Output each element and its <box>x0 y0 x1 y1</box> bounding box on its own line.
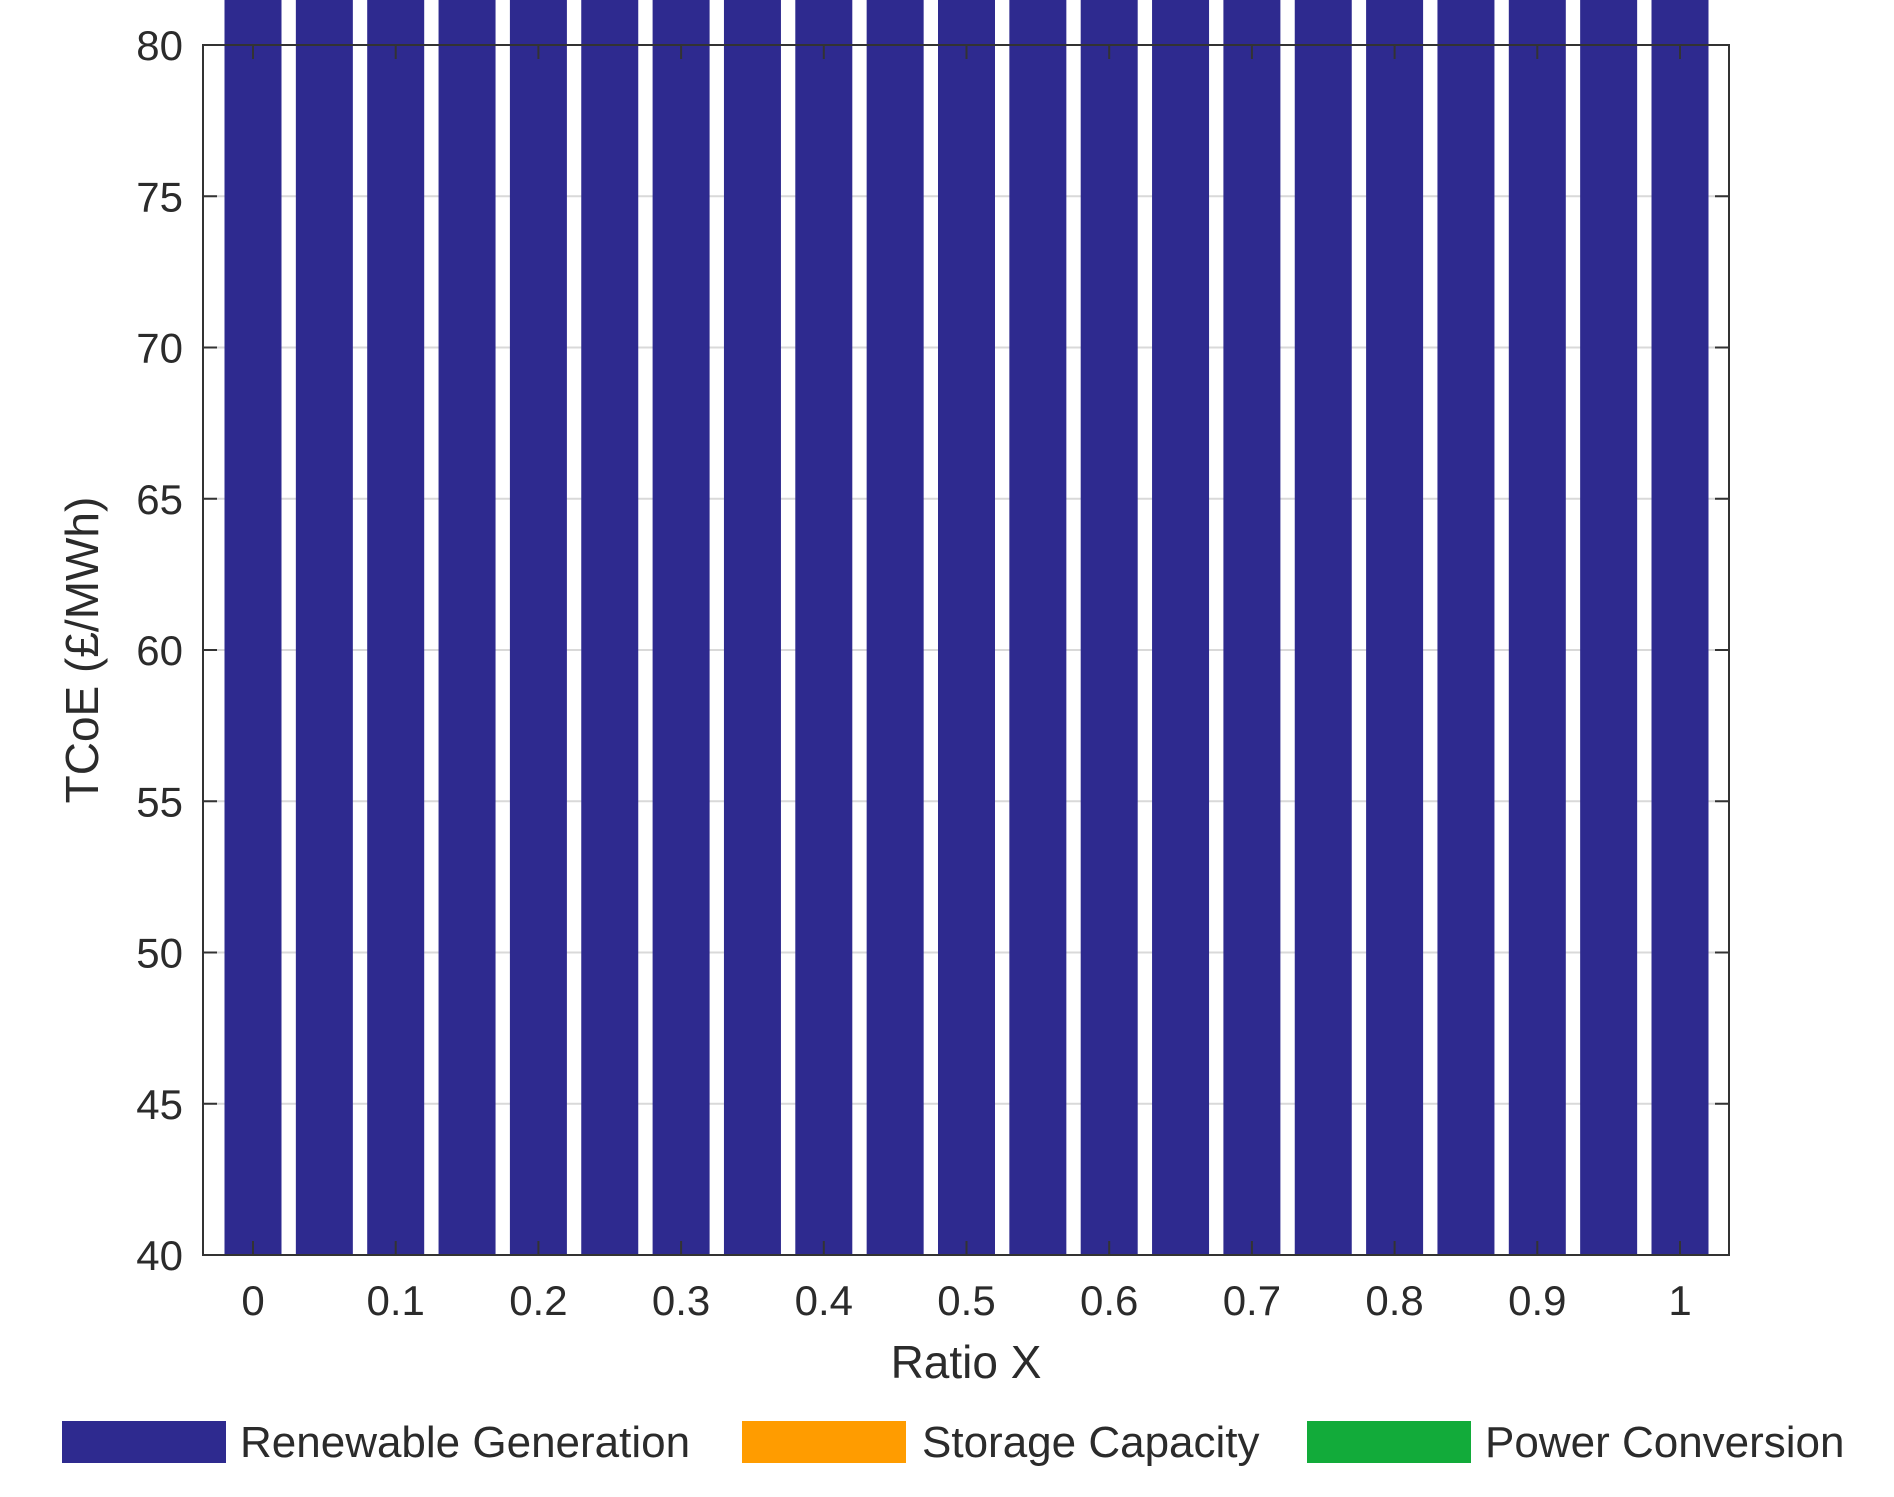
bar-renewable-generation <box>1437 0 1495 1256</box>
bar-renewable-generation <box>295 0 353 1255</box>
y-tick-label: 75 <box>136 173 183 220</box>
bar-renewable-generation <box>581 0 639 1255</box>
x-tick-label: 0.5 <box>937 1277 995 1324</box>
y-tick-label: 70 <box>136 325 183 372</box>
bar-renewable-generation <box>367 0 425 1255</box>
bar-renewable-generation <box>1294 0 1352 1255</box>
legend: Renewable Generation Storage Capacity Powe… <box>62 1418 1845 1467</box>
bar-renewable-generation <box>1508 0 1566 1255</box>
bar-renewable-generation <box>1152 0 1210 1256</box>
bar-renewable-generation <box>438 0 496 1255</box>
bar-renewable-generation <box>1651 0 1709 1256</box>
bar-renewable-generation <box>224 0 282 1256</box>
legend-label: Storage Capacity <box>922 1418 1260 1467</box>
axis-ticks <box>203 44 1729 1256</box>
legend-swatch-renewable-generation <box>62 1421 226 1463</box>
bar-renewable-generation <box>1080 0 1138 1255</box>
x-tick-label: 1 <box>1668 1277 1691 1324</box>
y-tick-label: 60 <box>136 627 183 674</box>
bars <box>224 0 1709 1256</box>
x-tick-label: 0.9 <box>1508 1277 1566 1324</box>
y-axis-title: TCoE (£/MWh) <box>56 497 108 804</box>
x-tick-label: 0.6 <box>1080 1277 1138 1324</box>
y-tick-label: 40 <box>136 1232 183 1279</box>
bar-renewable-generation <box>1009 0 1067 1255</box>
bar-renewable-generation <box>866 0 924 1255</box>
y-tick-label: 50 <box>136 930 183 977</box>
x-tick-labels: 0 0.1 0.2 0.3 0.4 0.5 0.6 0.7 0.8 0.9 1 <box>241 1277 1691 1324</box>
legend-swatch-storage-capacity <box>742 1421 906 1463</box>
bar-renewable-generation <box>1223 0 1281 1255</box>
bar-renewable-generation <box>1580 0 1638 1255</box>
legend-label: Power Conversion <box>1485 1418 1845 1467</box>
x-tick-label: 0.4 <box>795 1277 853 1324</box>
x-tick-label: 0 <box>241 1277 264 1324</box>
y-tick-labels: 40 45 50 55 60 65 70 75 80 <box>136 22 183 1279</box>
bar-renewable-generation <box>795 0 853 1255</box>
x-tick-label: 0.3 <box>652 1277 710 1324</box>
x-axis-title: Ratio X <box>891 1336 1042 1388</box>
bar-renewable-generation <box>1366 0 1424 1255</box>
x-tick-label: 0.8 <box>1365 1277 1423 1324</box>
bar-renewable-generation <box>938 0 995 1255</box>
y-tick-label: 55 <box>136 778 183 825</box>
y-tick-label: 45 <box>136 1081 183 1128</box>
bar-renewable-generation <box>509 0 567 1255</box>
x-tick-label: 0.7 <box>1223 1277 1281 1324</box>
x-tick-label: 0.2 <box>509 1277 567 1324</box>
x-tick-label: 0.1 <box>367 1277 425 1324</box>
legend-label: Renewable Generation <box>240 1418 690 1467</box>
y-tick-label: 80 <box>136 22 183 69</box>
bar-renewable-generation <box>723 0 781 1255</box>
y-tick-label: 65 <box>136 476 183 523</box>
bar-renewable-generation <box>652 0 710 1255</box>
legend-swatch-power-conversion <box>1307 1421 1471 1463</box>
